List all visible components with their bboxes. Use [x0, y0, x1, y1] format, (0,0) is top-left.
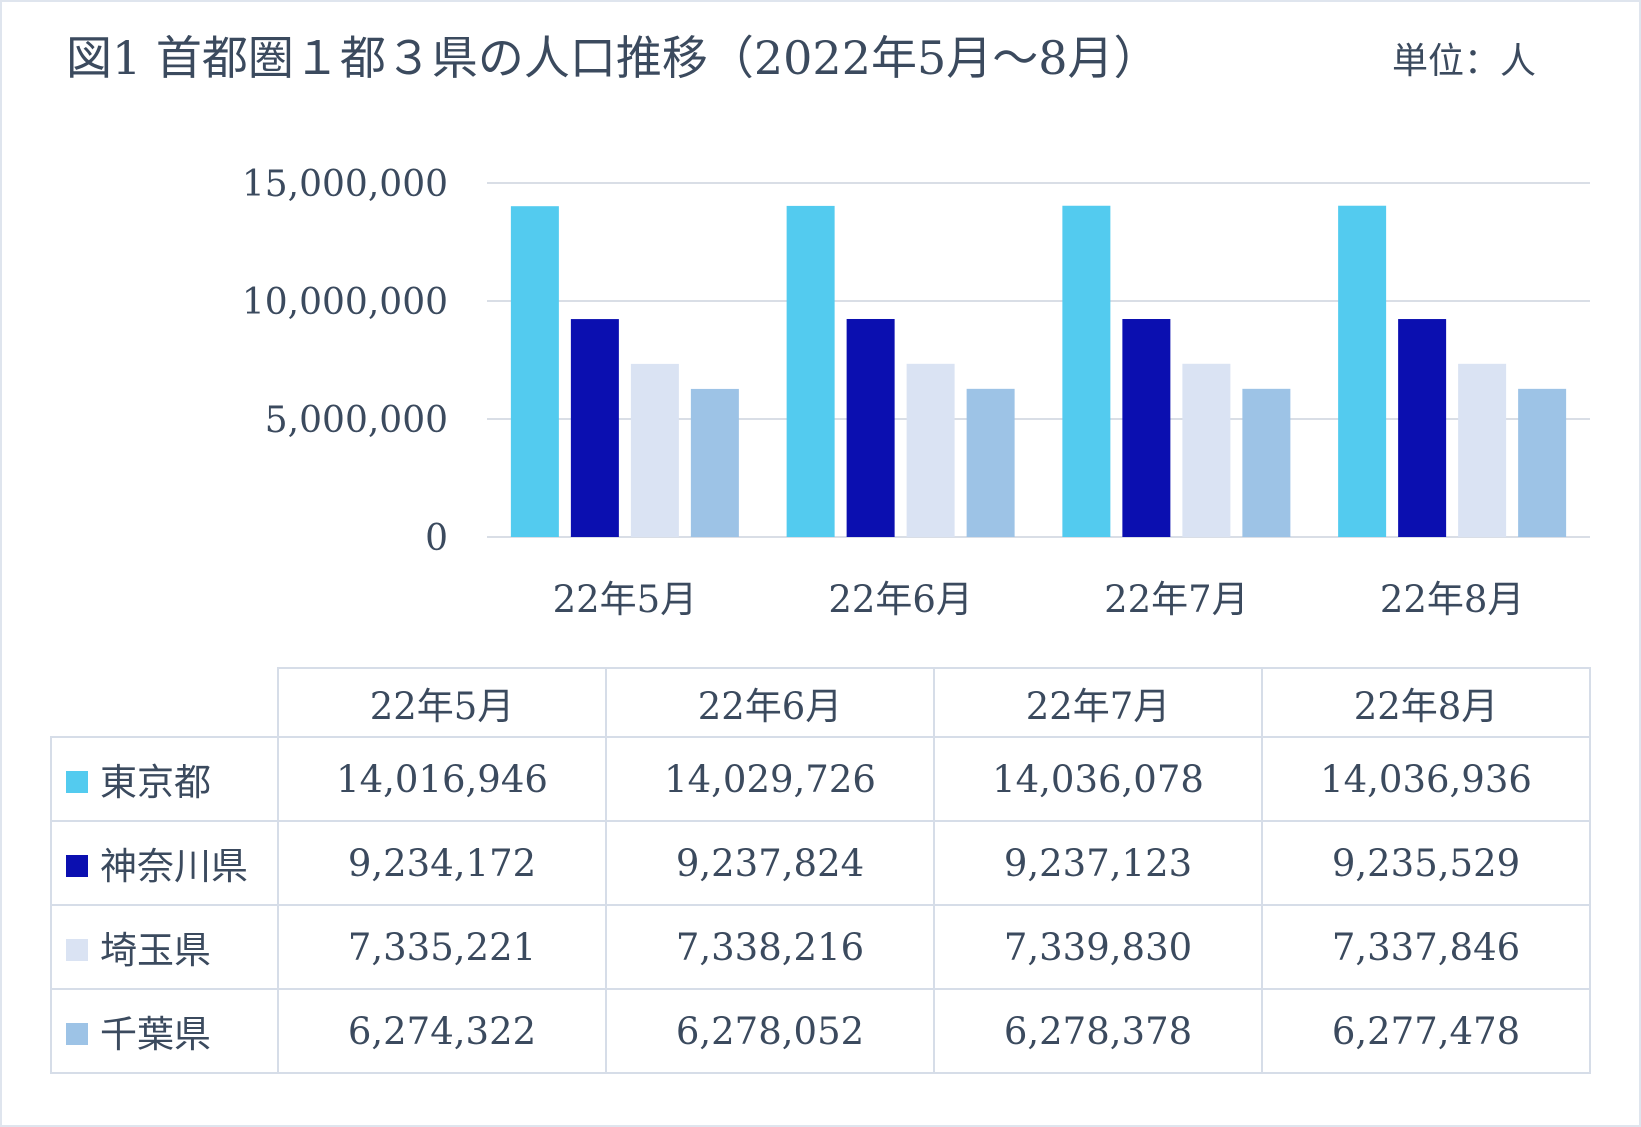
data-table: 22年5月 22年6月 22年7月 22年8月 東京都 14,016,946 1… [50, 667, 1591, 1074]
bar [1122, 319, 1171, 537]
table-cell: 7,338,216 [605, 904, 935, 990]
table-row: 埼玉県 7,335,221 7,338,216 7,339,830 7,337,… [50, 904, 1591, 990]
bar [570, 319, 619, 537]
bar [1062, 205, 1111, 537]
table-cell: 14,016,946 [277, 736, 607, 822]
bar [1182, 363, 1231, 537]
bar [786, 205, 835, 537]
table-cell: 7,339,830 [933, 904, 1263, 990]
x-tick-label: 22年7月 [1104, 578, 1249, 621]
legend-swatch [66, 771, 88, 793]
table-cell: 9,235,529 [1261, 820, 1591, 906]
table-cell: 6,278,378 [933, 988, 1263, 1074]
table-cell: 14,029,726 [605, 736, 935, 822]
table-row: 東京都 14,016,946 14,029,726 14,036,078 14,… [50, 736, 1591, 822]
unit-label: 単位：人 [1392, 41, 1537, 82]
bar [906, 363, 955, 537]
y-tick-label: 0 [425, 518, 448, 559]
table-header-cell: 22年7月 [933, 667, 1263, 738]
legend-swatch [66, 855, 88, 877]
table-cell: 9,237,123 [933, 820, 1263, 906]
y-tick-label: 5,000,000 [265, 400, 448, 441]
bar [1338, 205, 1387, 537]
series-label: 千葉県 [100, 1013, 211, 1056]
x-tick-label: 22年5月 [553, 578, 698, 621]
table-cell: 14,036,936 [1261, 736, 1591, 822]
bar [966, 388, 1015, 537]
y-tick-label: 10,000,000 [242, 282, 448, 323]
x-tick-label: 22年6月 [828, 578, 973, 621]
table-header-cell: 22年5月 [277, 667, 607, 738]
table-header-row: 22年5月 22年6月 22年7月 22年8月 [51, 667, 1591, 738]
bar [690, 388, 739, 537]
bar-chart: 0 5,000,000 10,000,000 15,000,000 22年5月 22年6月… [242, 164, 1590, 621]
series-label-cell: 東京都 [50, 736, 279, 822]
table-header-cell: 22年6月 [605, 667, 935, 738]
x-tick-label: 22年8月 [1380, 578, 1525, 621]
bar [630, 363, 679, 537]
table-cell: 6,274,322 [277, 988, 607, 1074]
table-row: 神奈川県 9,234,172 9,237,824 9,237,123 9,235… [50, 820, 1591, 906]
table-header-cell: 22年8月 [1261, 667, 1591, 738]
legend-swatch [66, 939, 88, 961]
series-label-cell: 千葉県 [50, 988, 279, 1074]
series-label-cell: 埼玉県 [50, 904, 279, 990]
series-label: 神奈川県 [100, 845, 248, 888]
bar [846, 318, 895, 537]
series-label-cell: 神奈川県 [50, 820, 279, 906]
legend-swatch [66, 1023, 88, 1045]
bar [1398, 319, 1447, 537]
series-label: 埼玉県 [100, 929, 211, 972]
chart-title: 図1 首都圏１都３県の人口推移（2022年5月〜8月） [66, 31, 1160, 85]
bar [1242, 388, 1291, 537]
series-label: 東京都 [100, 761, 211, 804]
table-cell: 14,036,078 [933, 736, 1263, 822]
table-row: 千葉県 6,274,322 6,278,052 6,278,378 6,277,… [50, 988, 1591, 1074]
table-cell: 7,337,846 [1261, 904, 1591, 990]
table-cell: 7,335,221 [277, 904, 607, 990]
table-corner [51, 668, 279, 738]
table-cell: 9,234,172 [277, 820, 607, 906]
bar [510, 206, 559, 537]
table-cell: 9,237,824 [605, 820, 935, 906]
bar [1458, 363, 1507, 537]
bar [1518, 388, 1567, 537]
table-cell: 6,277,478 [1261, 988, 1591, 1074]
y-tick-label: 15,000,000 [242, 164, 448, 205]
table-cell: 6,278,052 [605, 988, 935, 1074]
